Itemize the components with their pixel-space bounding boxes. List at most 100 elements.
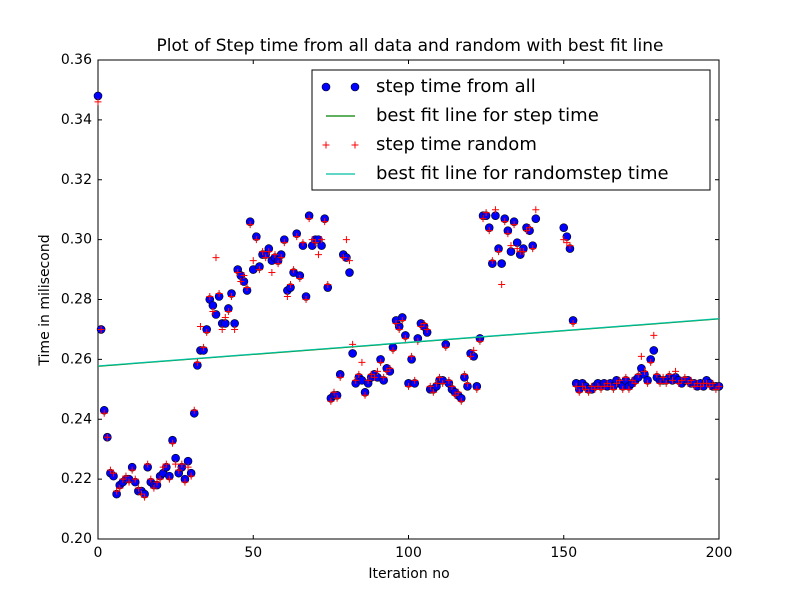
point [616, 376, 624, 384]
point [628, 376, 636, 384]
point [119, 475, 127, 483]
point [184, 463, 192, 471]
point [609, 385, 617, 393]
point [625, 385, 633, 393]
point [150, 484, 158, 492]
point [342, 236, 350, 244]
point [246, 221, 254, 229]
point [262, 254, 270, 262]
point [125, 478, 133, 486]
point [280, 239, 288, 247]
point [668, 376, 676, 384]
point [479, 215, 487, 223]
point [131, 475, 139, 483]
point [97, 325, 105, 333]
point [327, 397, 335, 405]
point [439, 379, 447, 387]
point [181, 478, 189, 486]
point [678, 376, 686, 384]
point [395, 325, 403, 333]
point [352, 376, 360, 384]
point [457, 397, 465, 405]
point [476, 337, 484, 345]
y-tick-label: 0.28 [61, 292, 92, 308]
point [647, 358, 655, 366]
point [631, 379, 639, 387]
point [373, 367, 381, 375]
point [178, 460, 186, 468]
point [209, 307, 217, 315]
point [249, 257, 257, 265]
fit-line [97, 318, 720, 367]
y-tick-label: 0.26 [61, 351, 92, 367]
point [495, 248, 503, 256]
point [271, 251, 279, 259]
point [153, 478, 161, 486]
point [684, 379, 692, 387]
point [600, 382, 608, 390]
legend-label: step time from all [376, 76, 536, 97]
point [330, 388, 338, 396]
point [293, 233, 301, 241]
point [417, 322, 425, 330]
point [529, 245, 537, 253]
point [619, 385, 627, 393]
point [637, 352, 645, 360]
point [463, 379, 471, 387]
point [358, 358, 366, 366]
point [519, 248, 527, 256]
point [234, 269, 242, 277]
point [594, 382, 602, 390]
point [389, 346, 397, 354]
y-tick-label: 0.36 [61, 52, 92, 68]
point [473, 385, 481, 393]
point [339, 254, 347, 262]
point [681, 373, 689, 381]
point [268, 269, 276, 277]
point [110, 469, 118, 477]
x-tick-label: 200 [706, 545, 733, 561]
point [311, 239, 319, 247]
x-tick-label: 0 [94, 545, 103, 561]
point [640, 367, 648, 375]
point [190, 406, 198, 414]
legend-label: step time random [376, 134, 537, 155]
point [321, 218, 329, 226]
point [622, 373, 630, 381]
point [653, 370, 661, 378]
point [662, 379, 670, 387]
point [656, 379, 664, 387]
point [687, 376, 695, 384]
point [122, 472, 130, 480]
point [451, 391, 459, 399]
point [277, 254, 285, 262]
point [560, 236, 568, 244]
point [445, 376, 453, 384]
point [426, 382, 434, 390]
x-axis-label: Iteration no [368, 566, 449, 582]
point [650, 331, 658, 339]
point [156, 475, 164, 483]
legend-swatch [350, 82, 360, 92]
point [196, 322, 204, 330]
y-tick-label: 0.24 [61, 411, 92, 427]
point [569, 319, 577, 327]
point [470, 346, 478, 354]
point [203, 328, 211, 336]
point [411, 376, 419, 384]
legend-swatch [351, 141, 359, 149]
point [274, 260, 282, 268]
point [703, 379, 711, 387]
point [497, 259, 506, 268]
y-tick-label: 0.22 [61, 471, 92, 487]
point [367, 370, 375, 378]
point [442, 343, 450, 351]
point [665, 370, 673, 378]
point [690, 382, 698, 390]
point [364, 376, 372, 384]
point [314, 251, 322, 259]
point [588, 382, 596, 390]
point [162, 460, 170, 468]
point [308, 236, 316, 244]
point [200, 343, 208, 351]
